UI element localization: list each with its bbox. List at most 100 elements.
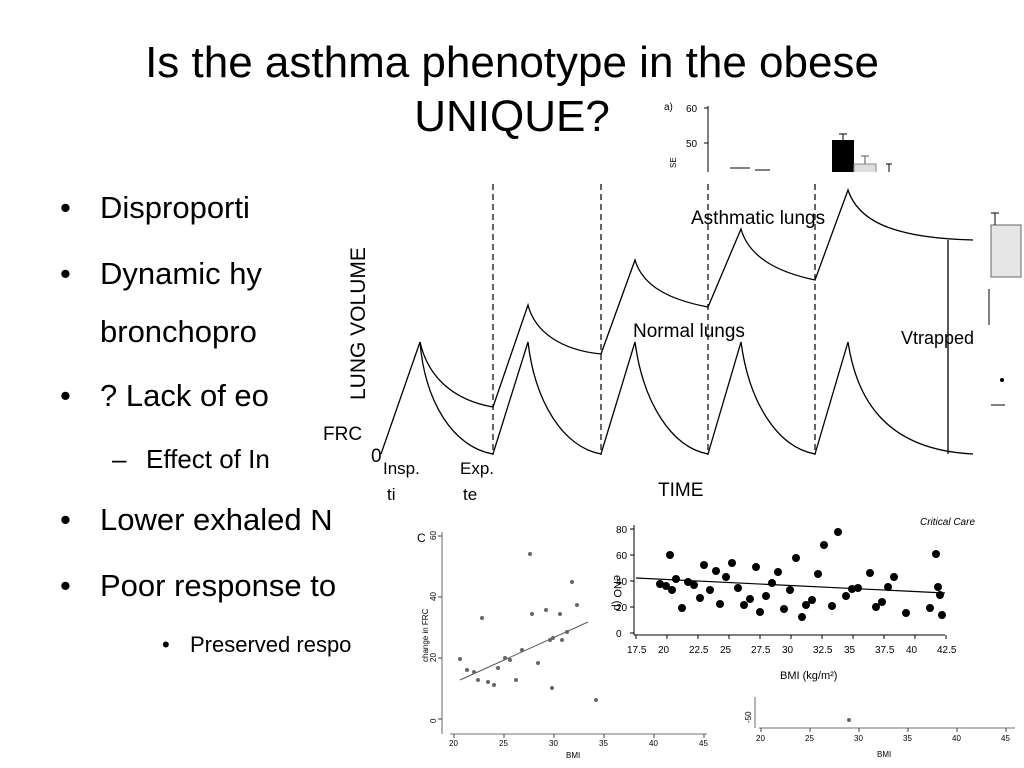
frc-point xyxy=(544,608,548,612)
eno-point xyxy=(842,592,850,600)
slide-title: Is the asthma phenotype in the obese UNI… xyxy=(40,36,984,144)
sub-bullet-text: Effect of In xyxy=(146,444,270,474)
bottom-xtick-label: 45 xyxy=(1001,734,1010,743)
frc-point xyxy=(458,657,462,661)
bottom-scatter-fragment: -50 20 25 30 35 40 45 BMI xyxy=(725,695,1024,768)
insp-label: Insp. xyxy=(383,459,420,478)
eno-point xyxy=(828,602,836,610)
bottom-xticks: 20 25 30 35 40 45 xyxy=(756,728,1010,743)
eno-point xyxy=(700,561,708,569)
bottom-scatter-svg: -50 20 25 30 35 40 45 BMI xyxy=(744,697,1015,759)
fragment-bar xyxy=(990,224,1022,278)
frc-xtick-label: 20 xyxy=(449,739,458,748)
frc-point xyxy=(570,580,574,584)
eno-points xyxy=(656,528,946,621)
asthmatic-lungs-curve xyxy=(419,188,974,408)
eno-point xyxy=(728,559,736,567)
frc-ylabel: change in FRC xyxy=(421,608,430,662)
bullet-marker: • xyxy=(60,378,71,413)
title-line-1: Is the asthma phenotype in the obese xyxy=(145,38,879,87)
eno-point xyxy=(854,584,862,592)
frc-point xyxy=(480,616,484,620)
bar-panel-label: a) xyxy=(664,102,673,113)
frc-regression-line xyxy=(459,621,589,681)
frc-point xyxy=(565,630,569,634)
eno-xtick-label: 32.5 xyxy=(813,645,833,656)
bar-chart-fragment: a) SE 60 50 xyxy=(660,98,910,178)
frc-point xyxy=(528,552,532,556)
eno-yticks: 80 60 40 20 0 xyxy=(616,525,634,640)
frc-label: FRC xyxy=(323,424,362,445)
asthmatic-lungs-label: Asthmatic lungs xyxy=(691,208,825,229)
eno-xtick-label: 35 xyxy=(844,645,856,656)
eno-point xyxy=(848,585,856,593)
eno-point xyxy=(934,583,942,591)
eno-point xyxy=(774,568,782,576)
eno-xtick-label: 17.5 xyxy=(627,645,647,656)
time-xlabel: TIME xyxy=(658,480,703,501)
frc-xtick-label: 40 xyxy=(649,739,658,748)
frc-ytick-label: 40 xyxy=(429,592,438,601)
fragment-dot xyxy=(1000,378,1004,382)
bullet-text: Poor response to xyxy=(100,568,337,603)
bar-ylabel: SE xyxy=(669,157,678,168)
eno-point xyxy=(926,604,934,612)
frc-xtick-label: 45 xyxy=(699,739,708,748)
bullet-marker: • xyxy=(60,256,71,291)
eno-ytick-label: 0 xyxy=(616,629,622,640)
eno-point xyxy=(884,583,892,591)
frc-xtick-label: 25 xyxy=(499,739,508,748)
normal-lungs-label: Normal lungs xyxy=(633,321,745,342)
bottom-xtick-label: 30 xyxy=(854,734,863,743)
sub-bullet-marker: – xyxy=(112,444,127,474)
eno-point xyxy=(834,528,842,536)
eno-point xyxy=(808,596,816,604)
sub-sub-bullet-marker: • xyxy=(162,632,170,657)
sub-sub-bullet-text: Preserved respo xyxy=(190,632,352,657)
frc-point xyxy=(496,666,500,670)
critical-care-label: Critical Care xyxy=(920,517,975,528)
eno-point xyxy=(734,584,742,592)
eno-point xyxy=(768,579,776,587)
eno-scatter-figure: Critical Care eNO (p 80 60 40 20 0 17.5 20 22.… xyxy=(600,505,995,695)
bottom-xtick-label: 20 xyxy=(756,734,765,743)
eno-point xyxy=(932,550,940,558)
exp-label: Exp. xyxy=(460,459,494,478)
right-edge-svg xyxy=(988,212,1022,406)
eno-scatter-svg: Critical Care eNO (p 80 60 40 20 0 17.5 20 22.… xyxy=(611,517,975,682)
eno-point xyxy=(902,609,910,617)
eno-xtick-label: 22.5 xyxy=(689,645,709,656)
frc-point xyxy=(476,678,480,682)
bullet-marker: • xyxy=(60,190,71,225)
bullet-text: Disproporti xyxy=(100,190,250,225)
eno-point xyxy=(678,604,686,612)
eno-xtick-label: 30 xyxy=(782,645,794,656)
bottom-ytick-label: -50 xyxy=(744,711,753,723)
eno-xtick-label: 20 xyxy=(658,645,670,656)
frc-point xyxy=(492,683,496,687)
eno-point xyxy=(672,575,680,583)
bullet-text: ? Lack of eo xyxy=(100,378,269,413)
eno-point xyxy=(792,554,800,562)
eno-point xyxy=(752,563,760,571)
frc-point xyxy=(575,603,579,607)
title-line-2: UNIQUE? xyxy=(414,92,610,141)
eno-point xyxy=(878,598,886,606)
eno-point xyxy=(814,570,822,578)
eno-point xyxy=(696,594,704,602)
eno-point xyxy=(890,573,898,581)
frc-ytick-label: 60 xyxy=(429,531,438,540)
frc-point xyxy=(472,670,476,674)
frc-ytick-label: 0 xyxy=(429,718,438,723)
bar-ytick-label: 50 xyxy=(686,139,698,150)
eno-point xyxy=(712,567,720,575)
eno-point xyxy=(820,541,828,549)
frc-xlabel: BMI xyxy=(566,751,580,760)
bar-ytick-label: 60 xyxy=(686,104,698,115)
eno-ytick-label: 60 xyxy=(616,551,628,562)
eno-xtick-label: 27.5 xyxy=(751,645,771,656)
eno-point xyxy=(746,595,754,603)
eno-point xyxy=(666,551,674,559)
eno-point xyxy=(662,582,670,590)
frc-scatter-svg: C change in FRC 60 40 20 0 20 25 30 35 40 45 BMI xyxy=(417,531,708,760)
